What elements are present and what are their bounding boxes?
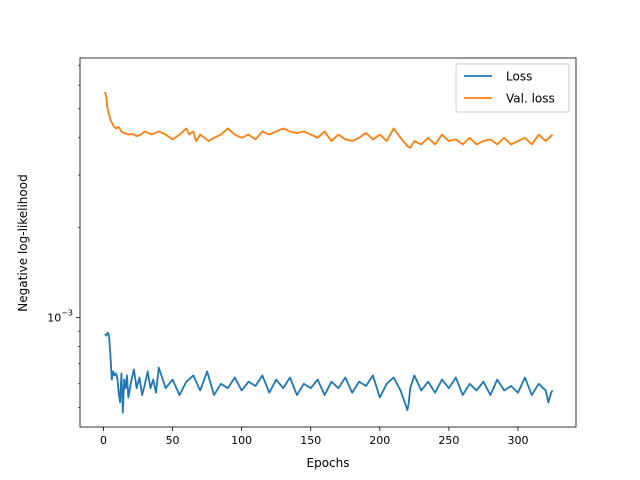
legend: Loss Val. loss [455,63,570,113]
plot-frame [79,57,577,428]
y-tick-label: 10−3 [47,309,73,325]
y-axis: 10−3 [47,64,80,408]
x-tick-label: 150 [300,434,321,447]
x-tick-label: 50 [166,434,180,447]
legend-label-val-loss: Val. loss [506,92,555,106]
x-tick-label: 300 [507,434,528,447]
plot-area [79,57,577,428]
legend-label-loss: Loss [506,70,532,84]
x-tick-label: 200 [369,434,390,447]
x-tick-label: 100 [231,434,252,447]
series-line-0 [104,331,554,414]
x-axis: 0 50 100 150 200 250 300 [100,427,528,447]
plot-background [80,58,576,427]
series-line-1 [104,91,554,149]
x-tick-label: 0 [100,434,107,447]
x-tick-label: 250 [438,434,459,447]
y-axis-label: Negative log-likelihood [16,174,30,311]
series-layer [104,91,554,414]
x-axis-label: Epochs [307,456,350,470]
